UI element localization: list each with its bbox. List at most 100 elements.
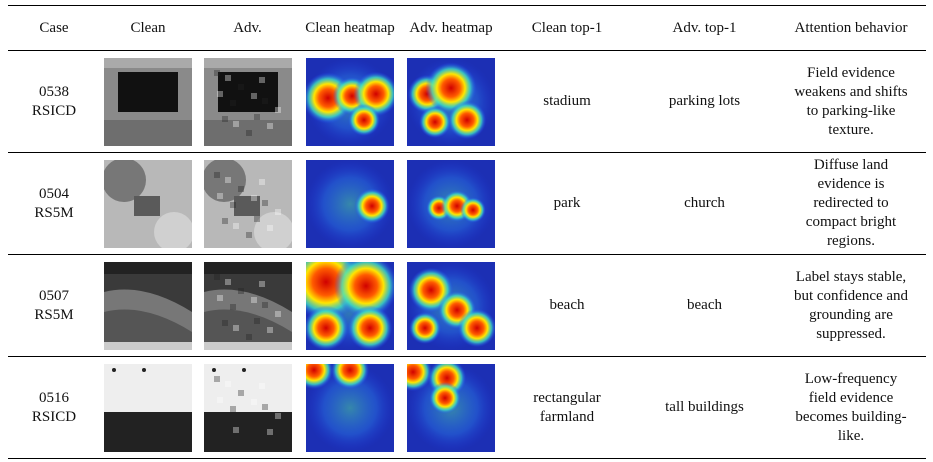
clean-heatmap-cell xyxy=(299,255,401,357)
perturbation xyxy=(246,334,252,340)
perturbation xyxy=(254,216,260,222)
perturbation xyxy=(214,70,220,76)
perturbation xyxy=(238,390,244,396)
image-region xyxy=(118,72,178,112)
clean-heatmap-cell xyxy=(299,51,401,153)
perturbation xyxy=(254,420,260,426)
adversarial-image xyxy=(204,160,292,248)
column-header: Clean heatmap xyxy=(299,6,401,51)
perturbation xyxy=(254,318,260,324)
clean-top1: rectangular farmland xyxy=(501,357,633,459)
perturbation xyxy=(217,397,223,403)
perturbation xyxy=(217,91,223,97)
adversarial-heatmap-cell xyxy=(401,51,501,153)
clean-image xyxy=(104,262,192,350)
column-header: Case xyxy=(8,6,100,51)
image-region xyxy=(104,342,192,350)
clean-heatmap xyxy=(306,160,394,248)
perturbation xyxy=(233,325,239,331)
adversarial-heatmap xyxy=(407,364,495,452)
perturbation xyxy=(238,186,244,192)
attention-behavior: Diffuse land evidence is redirected to c… xyxy=(776,153,926,255)
dataset: RSICD xyxy=(12,408,96,427)
perturbation xyxy=(251,93,257,99)
perturbation xyxy=(230,100,236,106)
case-id: 0516 xyxy=(12,389,96,408)
image-region xyxy=(242,368,246,372)
adversarial-heatmap-cell xyxy=(401,357,501,459)
page: {"table": { "headers": ["Case", "Clean",… xyxy=(0,0,933,462)
perturbation xyxy=(251,297,257,303)
perturbation xyxy=(246,232,252,238)
case-id: 0507 xyxy=(12,287,96,306)
image-region xyxy=(204,342,292,350)
image-region xyxy=(204,262,292,274)
dataset: RS5M xyxy=(12,204,96,223)
case-cell: 0516RSICD xyxy=(8,357,100,459)
adversarial-top1: church xyxy=(633,153,776,255)
perturbation xyxy=(259,383,265,389)
adversarial-image xyxy=(204,58,292,146)
case-id: 0538 xyxy=(12,83,96,102)
adversarial-image xyxy=(204,364,292,452)
perturbation xyxy=(214,172,220,178)
adversarial-image-cell xyxy=(196,51,299,153)
adversarial-image-cell xyxy=(196,153,299,255)
adversarial-heatmap-cell xyxy=(401,153,501,255)
perturbation xyxy=(222,320,228,326)
image-region xyxy=(104,120,192,146)
adversarial-top1: tall buildings xyxy=(633,357,776,459)
column-header: Adv. top-1 xyxy=(633,6,776,51)
perturbation xyxy=(254,114,260,120)
adversarial-heatmap xyxy=(407,58,495,146)
clean-heatmap-cell xyxy=(299,153,401,255)
adversarial-top1: parking lots xyxy=(633,51,776,153)
heatmap-hotspot xyxy=(419,106,451,138)
perturbation xyxy=(262,302,268,308)
clean-image-cell xyxy=(100,51,196,153)
perturbation xyxy=(246,436,252,442)
perturbation xyxy=(225,279,231,285)
perturbation xyxy=(233,223,239,229)
image-region xyxy=(112,368,116,372)
image-region xyxy=(204,58,292,68)
clean-heatmap xyxy=(306,262,394,350)
perturbation xyxy=(275,107,281,113)
attention-behavior: Label stays stable, but confidence and g… xyxy=(776,255,926,357)
perturbation xyxy=(251,195,257,201)
clean-heatmap xyxy=(306,58,394,146)
perturbation xyxy=(233,121,239,127)
perturbation xyxy=(230,202,236,208)
perturbation xyxy=(267,123,273,129)
perturbation xyxy=(217,193,223,199)
column-header: Clean top-1 xyxy=(501,6,633,51)
adversarial-image xyxy=(204,262,292,350)
heatmap-hotspot xyxy=(354,188,389,223)
perturbation xyxy=(225,177,231,183)
perturbation xyxy=(275,209,281,215)
column-header: Clean xyxy=(100,6,196,51)
perturbation xyxy=(259,77,265,83)
perturbation xyxy=(217,295,223,301)
perturbation xyxy=(225,75,231,81)
case-id: 0504 xyxy=(12,185,96,204)
adversarial-image-cell xyxy=(196,357,299,459)
column-header: Adv. xyxy=(196,6,299,51)
heatmap-hotspot xyxy=(458,308,495,346)
image-region xyxy=(134,196,160,216)
perturbation xyxy=(246,130,252,136)
perturbation xyxy=(238,84,244,90)
perturbation xyxy=(233,427,239,433)
image-region xyxy=(104,58,192,68)
heatmap-hotspot xyxy=(409,312,441,344)
column-header: Attention behavior xyxy=(776,6,926,51)
clean-image-cell xyxy=(100,153,196,255)
clean-heatmap-cell xyxy=(299,357,401,459)
clean-image xyxy=(104,364,192,452)
attention-behavior: Field evidence weakens and shifts to par… xyxy=(776,51,926,153)
